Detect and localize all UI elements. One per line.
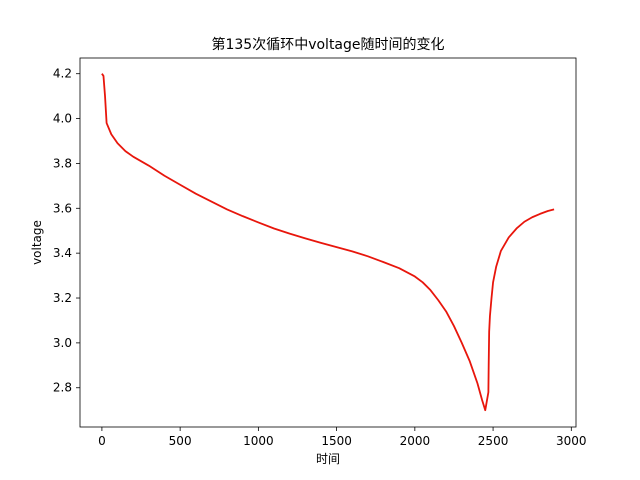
y-tick-label: 3.4 bbox=[53, 246, 72, 260]
x-tick-label: 2000 bbox=[400, 434, 431, 448]
y-tick-label: 3.6 bbox=[53, 201, 72, 215]
x-tick-label: 3000 bbox=[556, 434, 587, 448]
x-tick-label: 2500 bbox=[478, 434, 509, 448]
y-tick-label: 2.8 bbox=[53, 381, 72, 395]
y-axis-ticks: 2.8 3.0 3.2 3.4 3.6 3.8 4.0 4.2 bbox=[53, 67, 80, 395]
plot-background bbox=[80, 58, 576, 427]
y-tick-label: 4.2 bbox=[53, 67, 72, 81]
x-tick-label: 500 bbox=[169, 434, 192, 448]
x-axis-ticks: 0 500 1000 1500 2000 2500 3000 bbox=[98, 427, 587, 448]
y-axis-label: voltage bbox=[30, 220, 44, 265]
x-tick-label: 1000 bbox=[243, 434, 274, 448]
series-line-0 bbox=[101, 73, 555, 412]
y-tick-label: 4.0 bbox=[53, 112, 72, 126]
y-tick-label: 3.2 bbox=[53, 291, 72, 305]
y-tick-label: 3.8 bbox=[53, 156, 72, 170]
x-tick-label: 0 bbox=[98, 434, 106, 448]
plot-frame bbox=[79, 57, 577, 428]
x-axis-label: 时间 bbox=[316, 452, 340, 466]
y-tick-label: 3.0 bbox=[53, 336, 72, 350]
series-layer bbox=[101, 73, 555, 412]
x-tick-label: 1500 bbox=[321, 434, 352, 448]
chart-title: 第135次循环中voltage随时间的变化 bbox=[211, 36, 444, 53]
